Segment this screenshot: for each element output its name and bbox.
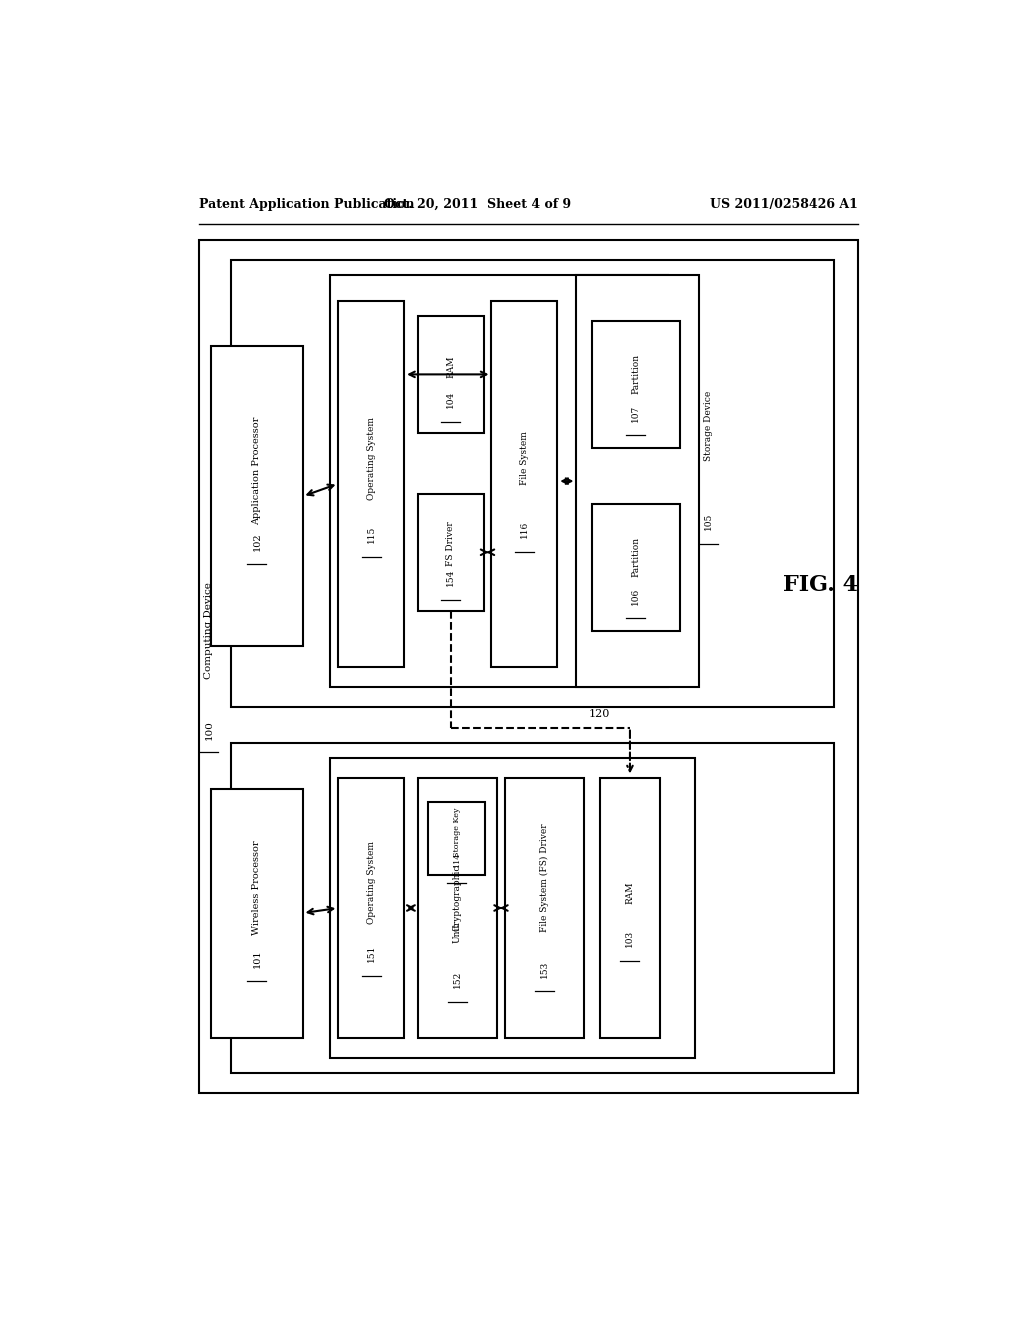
Text: Partition: Partition — [632, 354, 640, 395]
Text: Patent Application Publication: Patent Application Publication — [200, 198, 415, 211]
Text: FS Driver: FS Driver — [446, 521, 455, 566]
Text: Operating System: Operating System — [367, 417, 376, 500]
Text: 106: 106 — [632, 587, 640, 605]
Text: 114: 114 — [453, 853, 461, 869]
Text: File System (FS) Driver: File System (FS) Driver — [540, 824, 549, 932]
Bar — [505, 779, 585, 1038]
Text: Operating System: Operating System — [367, 841, 376, 924]
Bar — [418, 494, 483, 611]
Bar — [338, 301, 404, 667]
Bar — [338, 779, 404, 1038]
Bar — [418, 315, 483, 433]
Text: Computing Device: Computing Device — [205, 582, 213, 678]
Text: US 2011/0258426 A1: US 2011/0258426 A1 — [711, 198, 858, 211]
Text: RAM: RAM — [626, 882, 635, 904]
Text: 154: 154 — [446, 569, 455, 586]
Text: 151: 151 — [367, 945, 376, 962]
Text: Storage Device: Storage Device — [705, 391, 714, 461]
Text: 152: 152 — [453, 970, 462, 987]
Bar — [231, 260, 835, 708]
Text: FIG. 4: FIG. 4 — [783, 574, 858, 597]
Text: 153: 153 — [540, 961, 549, 978]
Text: Partition: Partition — [632, 537, 640, 577]
Text: 100: 100 — [205, 719, 213, 739]
Bar — [592, 321, 680, 447]
Text: File System: File System — [520, 432, 529, 486]
Text: 115: 115 — [367, 525, 376, 543]
Text: 104: 104 — [446, 391, 455, 408]
Text: 103: 103 — [626, 929, 635, 946]
Bar — [200, 240, 858, 1093]
Text: 105: 105 — [705, 513, 714, 531]
Bar — [331, 276, 668, 686]
Bar — [428, 801, 485, 875]
Text: Application Processor: Application Processor — [253, 417, 261, 525]
Bar — [418, 779, 497, 1038]
Bar — [492, 301, 557, 667]
Bar — [600, 779, 659, 1038]
Bar — [592, 504, 680, 631]
Bar — [231, 743, 835, 1073]
Text: Cryptographic: Cryptographic — [453, 865, 462, 931]
Text: 102: 102 — [253, 533, 261, 552]
Text: Unit: Unit — [453, 924, 462, 944]
Text: Storage Key: Storage Key — [453, 808, 461, 857]
Bar — [331, 758, 695, 1057]
Text: RAM: RAM — [446, 355, 455, 378]
Text: 101: 101 — [253, 949, 261, 968]
Text: Oct. 20, 2011  Sheet 4 of 9: Oct. 20, 2011 Sheet 4 of 9 — [384, 198, 570, 211]
Text: 107: 107 — [632, 404, 640, 421]
Text: 116: 116 — [520, 521, 529, 539]
Bar — [211, 346, 303, 647]
Text: Wireless Processor: Wireless Processor — [253, 841, 261, 935]
Bar — [577, 276, 699, 686]
Text: 120: 120 — [589, 709, 610, 719]
Bar — [211, 788, 303, 1038]
